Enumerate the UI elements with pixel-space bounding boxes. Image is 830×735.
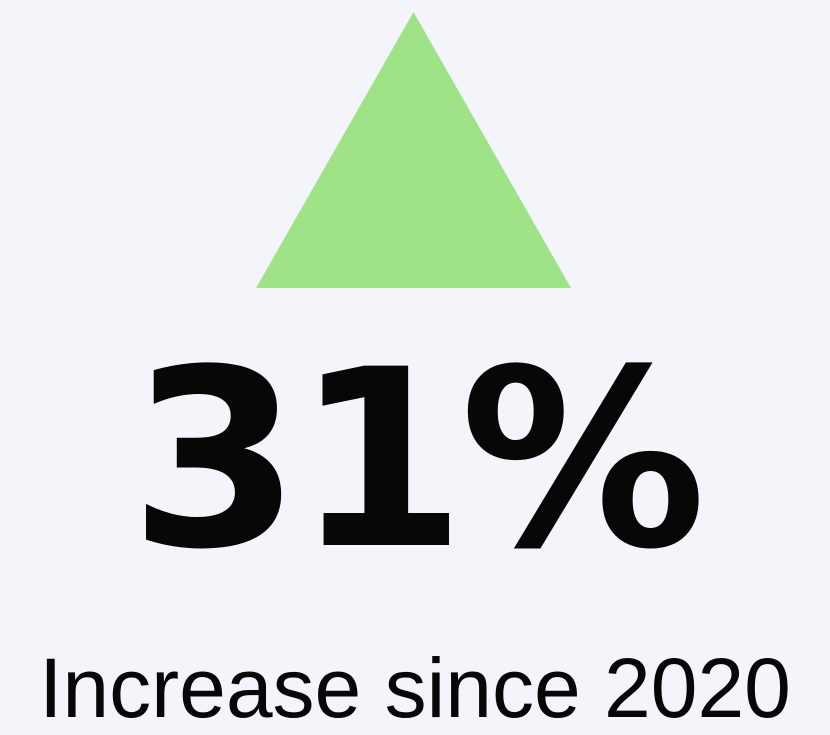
stat-caption: Increase since 2020 [39, 641, 791, 735]
triangle-up-icon [256, 12, 571, 288]
stat-value: 31% [129, 318, 707, 604]
